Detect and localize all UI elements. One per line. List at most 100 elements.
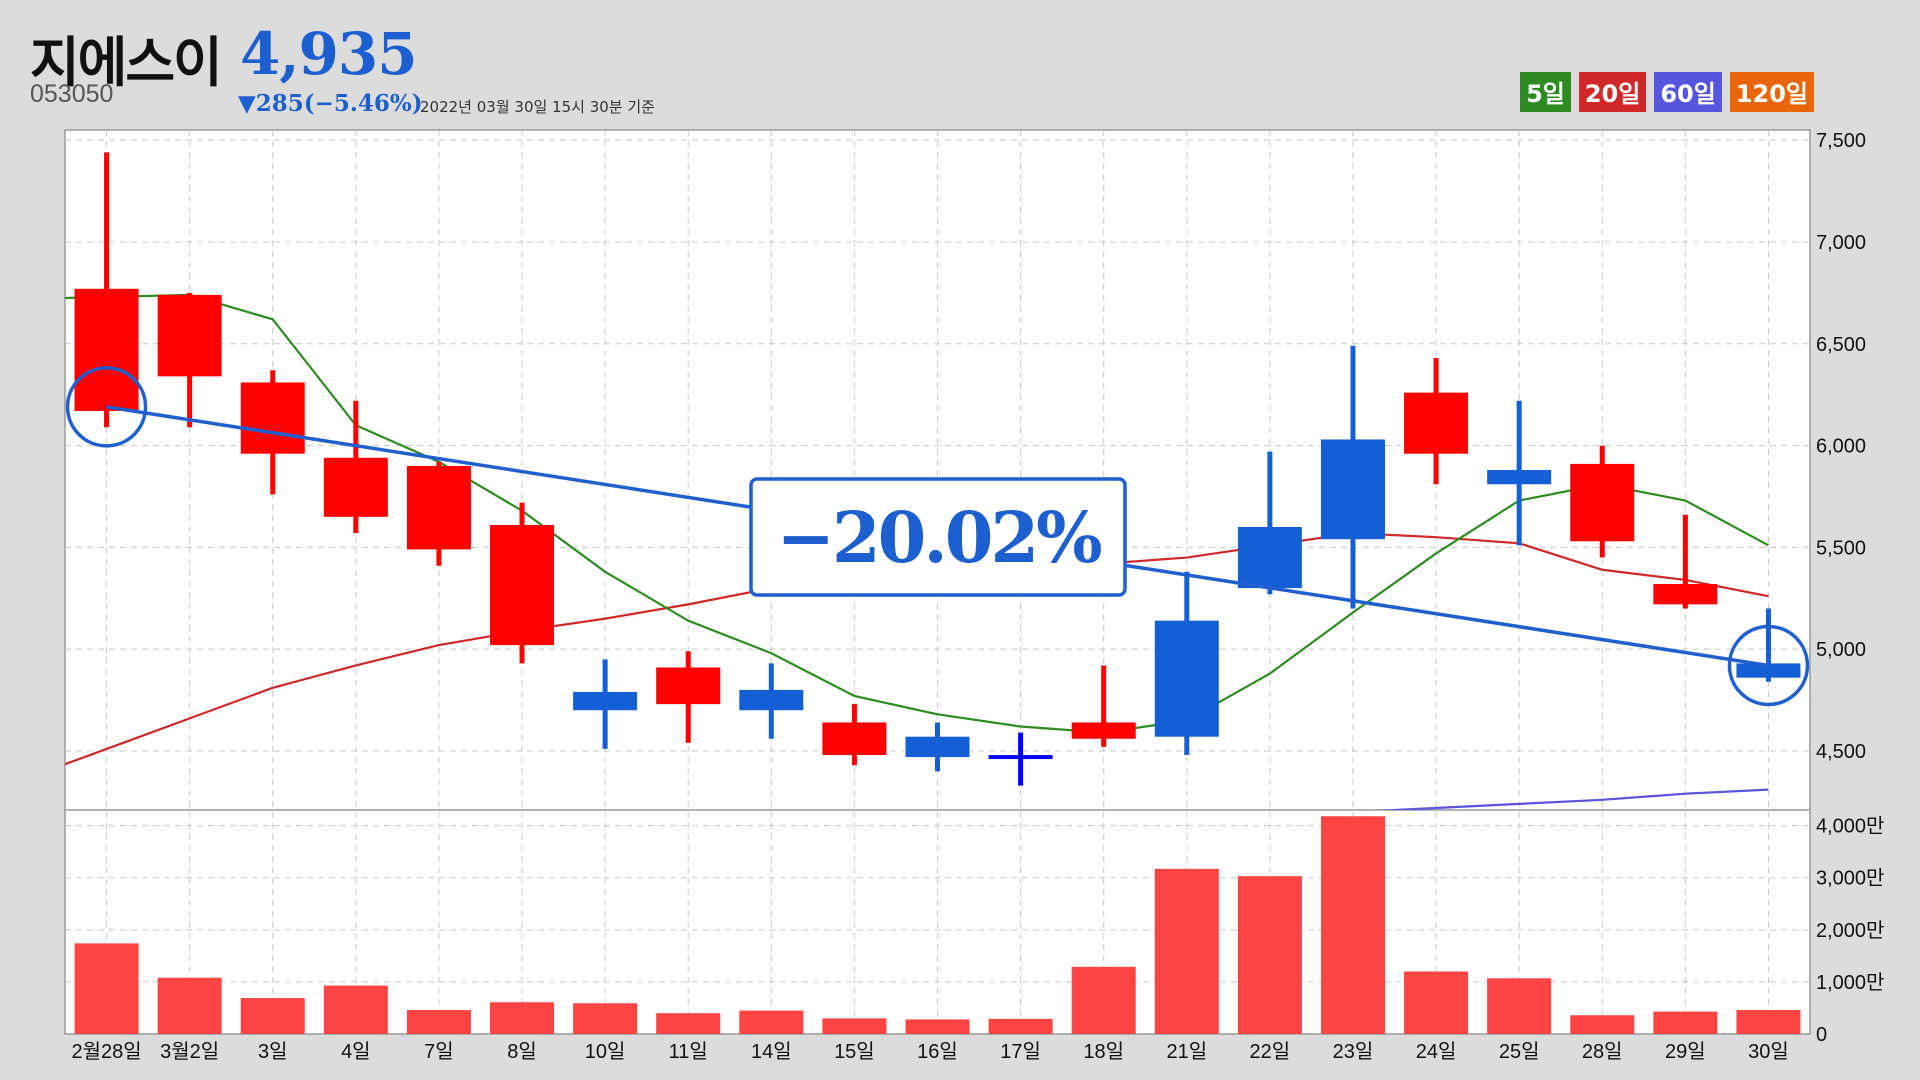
volume-tick-label: 0 [1816, 1024, 1827, 1046]
volume-bar [988, 1018, 1053, 1034]
volume-bar [1653, 1011, 1718, 1034]
candle-body [406, 465, 471, 550]
volume-bar [1487, 978, 1552, 1034]
volume-bar [905, 1019, 970, 1034]
legend-ma60: 60일 [1654, 72, 1722, 112]
volume-bar [1071, 966, 1136, 1034]
annotation-box [749, 477, 1127, 597]
annotation-text: −20.02% [776, 496, 1101, 579]
price-tick-label: 6,500 [1816, 334, 1866, 356]
date-tick-label: 25일 [1499, 1040, 1540, 1063]
volume-bar [1736, 1010, 1801, 1034]
volume-bar [822, 1018, 887, 1034]
volume-tick-label: 2,000만 [1816, 919, 1884, 942]
ma5-line [65, 293, 1769, 734]
date-tick-label: 24일 [1416, 1040, 1457, 1063]
candle [240, 370, 305, 495]
price-tick-label: 7,000 [1816, 232, 1866, 254]
candle [74, 152, 139, 428]
date-tick-label: 2월28일 [71, 1040, 141, 1063]
current-price: 4,935 [240, 20, 418, 88]
candle-body [323, 457, 388, 517]
date-tick-label: 4일 [341, 1040, 371, 1063]
date-tick-label: 3일 [258, 1040, 288, 1063]
candle [656, 651, 721, 743]
candle [1570, 445, 1635, 558]
price-tick-label: 7,500 [1816, 130, 1866, 152]
date-tick-label: 22일 [1250, 1040, 1291, 1063]
candle-body [1487, 470, 1552, 485]
candle [573, 659, 638, 749]
candle [1320, 345, 1385, 609]
date-tick-label: 11일 [669, 1040, 708, 1063]
price-tick-label: 6,000 [1816, 436, 1866, 458]
candle [1736, 608, 1801, 682]
candle-body [157, 294, 222, 377]
candle-body [739, 689, 804, 711]
date-tick-label: 3월2일 [160, 1040, 219, 1063]
timestamp: 2022년 03월 30일 15시 30분 기준 [420, 98, 655, 116]
volume-bar [1237, 876, 1302, 1034]
candle [1237, 451, 1302, 595]
candle [1071, 665, 1136, 747]
volume-bar [406, 1010, 471, 1034]
date-tick-label: 14일 [751, 1040, 792, 1063]
volume-bar [74, 943, 139, 1034]
candle [1487, 400, 1552, 546]
change-annotation: −20.02% [749, 477, 1127, 597]
candle-body [1570, 463, 1635, 542]
candle [406, 461, 471, 566]
candle [905, 722, 970, 772]
price-tick-label: 4,500 [1816, 741, 1866, 763]
volume-bar [157, 977, 222, 1034]
candle [1154, 571, 1219, 756]
stock-name: 지에스이 [30, 31, 223, 94]
volume-bar [656, 1013, 721, 1034]
candle [1404, 358, 1469, 485]
candle-body [1404, 392, 1469, 454]
volume-panel [74, 816, 1801, 1034]
candle [157, 292, 222, 428]
volume-bar [1570, 1015, 1635, 1034]
date-tick-label: 18일 [1083, 1040, 1124, 1063]
candle-body [1653, 584, 1718, 605]
volume-bar [490, 1002, 555, 1034]
candle [323, 400, 388, 534]
price-tick-label: 5,000 [1816, 639, 1866, 661]
candle-body [656, 667, 721, 705]
volume-bar [1320, 816, 1385, 1034]
volume-tick-label: 3,000만 [1816, 867, 1884, 890]
candle [1653, 514, 1718, 609]
candle-body [988, 755, 1053, 760]
date-tick-label: 28일 [1582, 1040, 1623, 1063]
price-tick-label: 5,500 [1816, 537, 1866, 559]
trend-end-marker [1727, 624, 1810, 707]
volume-bar [323, 985, 388, 1034]
volume-bar [739, 1010, 804, 1034]
date-tick-label: 10일 [585, 1040, 626, 1063]
candle [490, 502, 555, 664]
candle-body [1320, 439, 1385, 540]
ma60-line [1372, 788, 1769, 810]
volume-bar [1154, 868, 1219, 1034]
candle-body [490, 524, 555, 646]
date-tick-label: 17일 [1000, 1040, 1041, 1063]
candle-body [1154, 620, 1219, 737]
stock-code: 053050 [30, 80, 114, 108]
date-tick-label: 7일 [424, 1040, 454, 1063]
candle-body [1237, 527, 1302, 589]
legend-ma120: 120일 [1729, 72, 1814, 112]
date-tick-label: 16일 [917, 1040, 958, 1063]
date-tick-label: 15일 [834, 1040, 875, 1063]
candle [822, 704, 887, 766]
ma-legend: 5일 20일 60일 120일 [1520, 72, 1814, 112]
candle [988, 732, 1053, 786]
candle-body [1071, 722, 1136, 739]
candle-body [240, 382, 305, 454]
volume-bar [240, 998, 305, 1034]
date-tick-label: 23일 [1333, 1040, 1374, 1063]
legend-ma20: 20일 [1578, 72, 1647, 112]
price-change: ▼285(−5.46%) [238, 90, 423, 117]
price-panel [65, 152, 1801, 810]
candle [739, 663, 804, 739]
